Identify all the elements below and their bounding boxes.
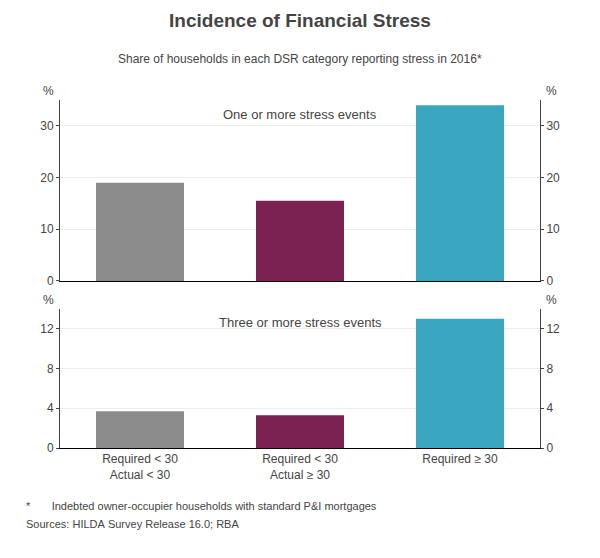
svg-text:Required ≥ 30: Required ≥ 30 bbox=[422, 452, 498, 466]
svg-text:%: % bbox=[43, 293, 54, 307]
svg-text:%: % bbox=[43, 84, 54, 98]
svg-text:Required < 30Actual ≥ 30: Required < 30Actual ≥ 30 bbox=[262, 452, 338, 482]
svg-text:30: 30 bbox=[546, 119, 560, 133]
svg-text:Incidence of Financial Stress: Incidence of Financial Stress bbox=[169, 10, 431, 31]
svg-text:4: 4 bbox=[546, 401, 553, 415]
svg-text:0: 0 bbox=[47, 441, 54, 455]
svg-text:8: 8 bbox=[546, 362, 553, 376]
svg-text:* Indebted owner-occupie: * Indebted owner-occupier households wit… bbox=[26, 500, 377, 512]
svg-text:12: 12 bbox=[546, 322, 560, 336]
svg-text:%: % bbox=[546, 293, 557, 307]
svg-text:20: 20 bbox=[40, 171, 54, 185]
svg-text:Three or more stress events: Three or more stress events bbox=[219, 315, 382, 330]
svg-text:%: % bbox=[546, 84, 557, 98]
svg-text:Required < 30Actual < 30: Required < 30Actual < 30 bbox=[102, 452, 178, 482]
svg-text:4: 4 bbox=[47, 401, 54, 415]
svg-text:0: 0 bbox=[546, 441, 553, 455]
svg-text:One or more stress events: One or more stress events bbox=[223, 107, 377, 122]
svg-text:10: 10 bbox=[40, 222, 54, 236]
svg-text:10: 10 bbox=[546, 222, 560, 236]
svg-text:20: 20 bbox=[546, 171, 560, 185]
svg-text:8: 8 bbox=[47, 362, 54, 376]
svg-text:0: 0 bbox=[47, 274, 54, 288]
svg-text:0: 0 bbox=[546, 274, 553, 288]
svg-text:12: 12 bbox=[40, 322, 54, 336]
svg-text:Sources: HILDA Survey Release: Sources: HILDA Survey Release 16.0; RBA bbox=[26, 518, 239, 530]
svg-text:30: 30 bbox=[40, 119, 54, 133]
svg-text:Share of households in each DS: Share of households in each DSR category… bbox=[118, 52, 482, 66]
